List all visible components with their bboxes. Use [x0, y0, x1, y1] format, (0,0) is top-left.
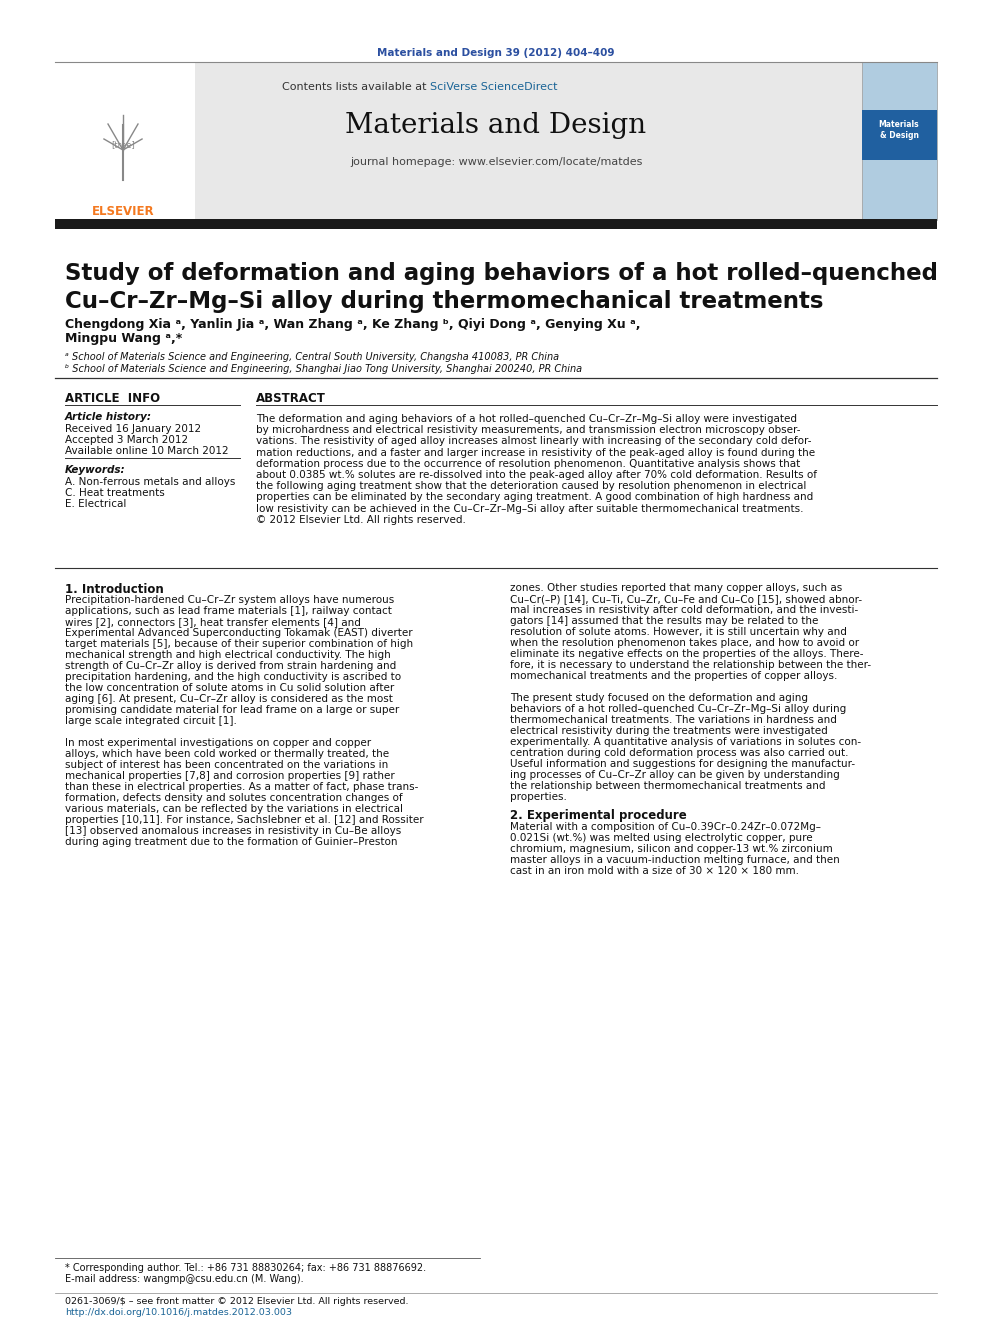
Text: resolution of solute atoms. However, it is still uncertain why and: resolution of solute atoms. However, it …	[510, 627, 847, 636]
Text: aging [6]. At present, Cu–Cr–Zr alloy is considered as the most: aging [6]. At present, Cu–Cr–Zr alloy is…	[65, 695, 393, 704]
Text: strength of Cu–Cr–Zr alloy is derived from strain hardening and: strength of Cu–Cr–Zr alloy is derived fr…	[65, 662, 396, 671]
Text: Keywords:: Keywords:	[65, 464, 126, 475]
Text: eliminate its negative effects on the properties of the alloys. There-: eliminate its negative effects on the pr…	[510, 650, 863, 659]
Text: Materials and Design: Materials and Design	[345, 112, 647, 139]
Text: by microhardness and electrical resistivity measurements, and transmission elect: by microhardness and electrical resistiv…	[256, 425, 801, 435]
Bar	[862, 62, 937, 220]
Text: ᵃ School of Materials Science and Engineering, Central South University, Changsh: ᵃ School of Materials Science and Engine…	[65, 352, 559, 363]
Text: when the resolution phenomenon takes place, and how to avoid or: when the resolution phenomenon takes pla…	[510, 638, 859, 648]
Text: http://dx.doi.org/10.1016/j.matdes.2012.03.003: http://dx.doi.org/10.1016/j.matdes.2012.…	[65, 1308, 292, 1316]
Text: ing processes of Cu–Cr–Zr alloy can be given by understanding: ing processes of Cu–Cr–Zr alloy can be g…	[510, 770, 840, 781]
Text: E-mail address: wangmp@csu.edu.cn (M. Wang).: E-mail address: wangmp@csu.edu.cn (M. Wa…	[65, 1274, 304, 1285]
Text: zones. Other studies reported that many copper alloys, such as: zones. Other studies reported that many …	[510, 583, 842, 593]
Text: properties can be eliminated by the secondary aging treatment. A good combinatio: properties can be eliminated by the seco…	[256, 492, 813, 503]
Text: behaviors of a hot rolled–quenched Cu–Cr–Zr–Mg–Si alloy during: behaviors of a hot rolled–quenched Cu–Cr…	[510, 704, 846, 714]
Text: In most experimental investigations on copper and copper: In most experimental investigations on c…	[65, 738, 371, 747]
Text: the following aging treatment show that the deterioration caused by resolution p: the following aging treatment show that …	[256, 482, 806, 491]
Text: Chengdong Xia ᵃ, Yanlin Jia ᵃ, Wan Zhang ᵃ, Ke Zhang ᵇ, Qiyi Dong ᵃ, Genying Xu : Chengdong Xia ᵃ, Yanlin Jia ᵃ, Wan Zhang…	[65, 318, 641, 331]
Text: Precipitation-hardened Cu–Cr–Zr system alloys have numerous: Precipitation-hardened Cu–Cr–Zr system a…	[65, 595, 394, 605]
Text: Received 16 January 2012: Received 16 January 2012	[65, 423, 201, 434]
Text: 1. Introduction: 1. Introduction	[65, 583, 164, 595]
Text: formation, defects density and solutes concentration changes of: formation, defects density and solutes c…	[65, 792, 403, 803]
Text: E. Electrical: E. Electrical	[65, 499, 126, 509]
Text: vations. The resistivity of aged alloy increases almost linearly with increasing: vations. The resistivity of aged alloy i…	[256, 437, 811, 446]
Text: 2. Experimental procedure: 2. Experimental procedure	[510, 808, 686, 822]
Text: mechanical properties [7,8] and corrosion properties [9] rather: mechanical properties [7,8] and corrosio…	[65, 771, 395, 781]
Text: Mingpu Wang ᵃ,*: Mingpu Wang ᵃ,*	[65, 332, 183, 345]
Text: SciVerse ScienceDirect: SciVerse ScienceDirect	[430, 82, 558, 93]
Text: * Corresponding author. Tel.: +86 731 88830264; fax: +86 731 88876692.: * Corresponding author. Tel.: +86 731 88…	[65, 1263, 427, 1273]
Bar	[55, 62, 195, 220]
Text: 0261-3069/$ – see front matter © 2012 Elsevier Ltd. All rights reserved.: 0261-3069/$ – see front matter © 2012 El…	[65, 1297, 409, 1306]
Text: ABSTRACT: ABSTRACT	[256, 392, 326, 405]
Text: large scale integrated circuit [1].: large scale integrated circuit [1].	[65, 716, 237, 726]
Text: cast in an iron mold with a size of 30 × 120 × 180 mm.: cast in an iron mold with a size of 30 ×…	[510, 867, 799, 876]
Text: fore, it is necessary to understand the relationship between the ther-: fore, it is necessary to understand the …	[510, 660, 871, 669]
Text: precipitation hardening, and the high conductivity is ascribed to: precipitation hardening, and the high co…	[65, 672, 401, 681]
Text: target materials [5], because of their superior combination of high: target materials [5], because of their s…	[65, 639, 413, 650]
Text: gators [14] assumed that the results may be related to the: gators [14] assumed that the results may…	[510, 617, 818, 626]
Text: Available online 10 March 2012: Available online 10 March 2012	[65, 446, 228, 456]
Text: momechanical treatments and the properties of copper alloys.: momechanical treatments and the properti…	[510, 671, 837, 681]
Text: ARTICLE  INFO: ARTICLE INFO	[65, 392, 160, 405]
Text: alloys, which have been cold worked or thermally treated, the: alloys, which have been cold worked or t…	[65, 749, 389, 759]
Text: deformation process due to the occurrence of resolution phenomenon. Quantitative: deformation process due to the occurrenc…	[256, 459, 801, 468]
Text: experimentally. A quantitative analysis of variations in solutes con-: experimentally. A quantitative analysis …	[510, 737, 861, 747]
Text: © 2012 Elsevier Ltd. All rights reserved.: © 2012 Elsevier Ltd. All rights reserved…	[256, 515, 466, 525]
Text: [tree]: [tree]	[111, 140, 135, 149]
Text: mechanical strength and high electrical conductivity. The high: mechanical strength and high electrical …	[65, 650, 391, 660]
Text: C. Heat treatments: C. Heat treatments	[65, 488, 165, 497]
Text: Materials and Design 39 (2012) 404–409: Materials and Design 39 (2012) 404–409	[377, 48, 615, 58]
Text: Contents lists available at: Contents lists available at	[282, 82, 430, 93]
Text: during aging treatment due to the formation of Guinier–Preston: during aging treatment due to the format…	[65, 837, 398, 847]
Text: subject of interest has been concentrated on the variations in: subject of interest has been concentrate…	[65, 759, 388, 770]
Text: 0.021Si (wt.%) was melted using electrolytic copper, pure: 0.021Si (wt.%) was melted using electrol…	[510, 833, 812, 843]
Text: ᵇ School of Materials Science and Engineering, Shanghai Jiao Tong University, Sh: ᵇ School of Materials Science and Engine…	[65, 364, 582, 374]
Text: thermomechanical treatments. The variations in hardness and: thermomechanical treatments. The variati…	[510, 714, 837, 725]
Text: properties [10,11]. For instance, Sachslebner et al. [12] and Rossiter: properties [10,11]. For instance, Sachsl…	[65, 815, 424, 826]
Bar	[55, 220, 937, 229]
Bar	[55, 62, 937, 220]
Text: chromium, magnesium, silicon and copper-13 wt.% zirconium: chromium, magnesium, silicon and copper-…	[510, 844, 832, 855]
Text: the low concentration of solute atoms in Cu solid solution after: the low concentration of solute atoms in…	[65, 683, 394, 693]
Text: about 0.0385 wt.% solutes are re-dissolved into the peak-aged alloy after 70% co: about 0.0385 wt.% solutes are re-dissolv…	[256, 470, 817, 480]
Bar	[862, 110, 937, 160]
Text: Material with a composition of Cu–0.39Cr–0.24Zr–0.072Mg–: Material with a composition of Cu–0.39Cr…	[510, 822, 821, 832]
Text: wires [2], connectors [3], heat transfer elements [4] and: wires [2], connectors [3], heat transfer…	[65, 617, 361, 627]
Text: Cu–Cr(–P) [14], Cu–Ti, Cu–Zr, Cu–Fe and Cu–Co [15], showed abnor-: Cu–Cr(–P) [14], Cu–Ti, Cu–Zr, Cu–Fe and …	[510, 594, 862, 605]
Text: master alloys in a vacuum-induction melting furnace, and then: master alloys in a vacuum-induction melt…	[510, 855, 840, 865]
Text: than these in electrical properties. As a matter of fact, phase trans-: than these in electrical properties. As …	[65, 782, 419, 792]
Text: promising candidate material for lead frame on a large or super: promising candidate material for lead fr…	[65, 705, 399, 714]
Text: centration during cold deformation process was also carried out.: centration during cold deformation proce…	[510, 747, 848, 758]
Text: [13] observed anomalous increases in resistivity in Cu–Be alloys: [13] observed anomalous increases in res…	[65, 826, 401, 836]
Text: Materials
& Design: Materials & Design	[879, 120, 920, 140]
Text: low resistivity can be achieved in the Cu–Cr–Zr–Mg–Si alloy after suitable therm: low resistivity can be achieved in the C…	[256, 504, 804, 513]
Text: ELSEVIER: ELSEVIER	[91, 205, 155, 218]
Text: The present study focused on the deformation and aging: The present study focused on the deforma…	[510, 693, 808, 703]
Text: mation reductions, and a faster and larger increase in resistivity of the peak-a: mation reductions, and a faster and larg…	[256, 447, 815, 458]
Text: Article history:: Article history:	[65, 411, 152, 422]
Text: journal homepage: www.elsevier.com/locate/matdes: journal homepage: www.elsevier.com/locat…	[350, 157, 642, 167]
Text: applications, such as lead frame materials [1], railway contact: applications, such as lead frame materia…	[65, 606, 392, 617]
Text: various materials, can be reflected by the variations in electrical: various materials, can be reflected by t…	[65, 804, 403, 814]
Text: Study of deformation and aging behaviors of a hot rolled–quenched
Cu–Cr–Zr–Mg–Si: Study of deformation and aging behaviors…	[65, 262, 937, 314]
Text: Accepted 3 March 2012: Accepted 3 March 2012	[65, 435, 188, 445]
Text: mal increases in resistivity after cold deformation, and the investi-: mal increases in resistivity after cold …	[510, 605, 858, 615]
Text: The deformation and aging behaviors of a hot rolled–quenched Cu–Cr–Zr–Mg–Si allo: The deformation and aging behaviors of a…	[256, 414, 797, 423]
Text: electrical resistivity during the treatments were investigated: electrical resistivity during the treatm…	[510, 726, 827, 736]
Text: the relationship between thermomechanical treatments and: the relationship between thermomechanica…	[510, 781, 825, 791]
Text: Experimental Advanced Superconducting Tokamak (EAST) diverter: Experimental Advanced Superconducting To…	[65, 628, 413, 638]
Text: properties.: properties.	[510, 792, 566, 802]
Text: A. Non-ferrous metals and alloys: A. Non-ferrous metals and alloys	[65, 478, 235, 487]
Text: Useful information and suggestions for designing the manufactur-: Useful information and suggestions for d…	[510, 759, 855, 769]
